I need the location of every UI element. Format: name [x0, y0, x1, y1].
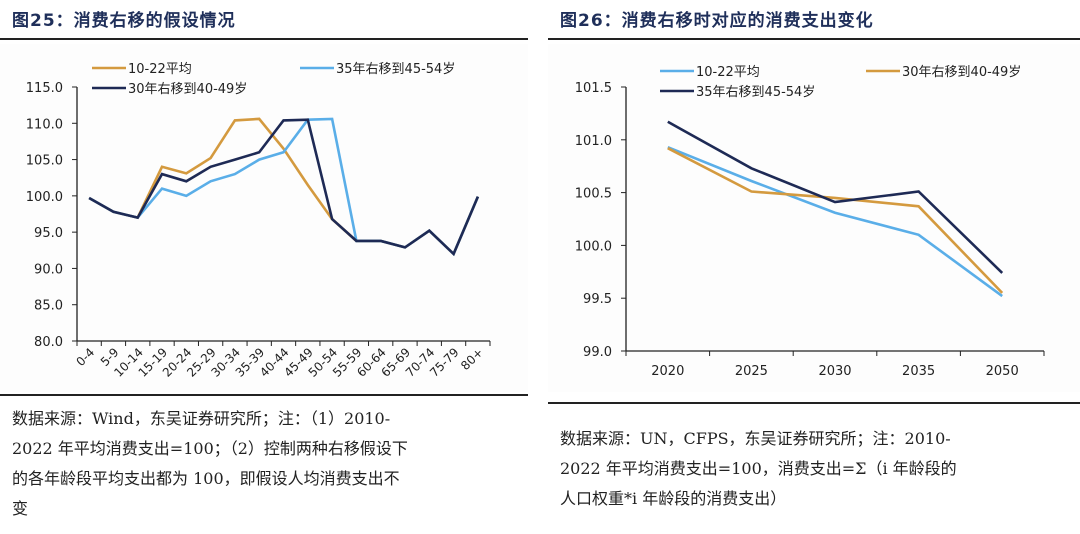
note-line: 人口权重*i 年龄段的消费支出）	[560, 489, 787, 508]
y-tick-label: 110.0	[26, 117, 63, 132]
legend-label: 10-22平均	[696, 65, 760, 80]
x-tick-label: 2020	[651, 364, 684, 379]
chart-26-area: 99.0 99.5 100.0 100.5 101.0 101.5 2020 2025 2030…	[548, 44, 1080, 392]
series-line	[88, 117, 480, 257]
x-tick-label: 2035	[902, 364, 935, 379]
series-line	[667, 147, 1004, 294]
y-tick-label: 95.0	[34, 226, 63, 241]
series-line	[88, 117, 480, 257]
title-rule	[548, 38, 1080, 40]
figure-26-note: 数据来源：UN，CFPS，东吴证券研究所；注：2010- 2022 年平均消费支…	[560, 424, 957, 514]
series-line	[667, 120, 1004, 274]
source-rule	[0, 394, 528, 396]
legend-label: 10-22平均	[128, 62, 192, 77]
y-tick-label: 99.0	[583, 345, 612, 360]
title-rule	[0, 38, 528, 40]
series-line	[667, 145, 1003, 298]
y-tick-label: 101.0	[575, 134, 612, 149]
x-tick-label: 2030	[818, 364, 851, 379]
series-line	[88, 118, 480, 257]
y-tick-label: 115.0	[26, 81, 63, 96]
figure-25-note: 数据来源：Wind，东吴证券研究所；注：（1）2010- 2022 年平均消费支…	[12, 404, 408, 524]
x-tick-label: 0-4	[74, 345, 98, 369]
figure-25-panel: 图25：消费右移的假设情况 80.0 85.0 90.0 95.0 100.0 105.0…	[0, 0, 528, 534]
figure-25-title: 图25：消费右移的假设情况	[12, 11, 236, 31]
x-tick-label: 2025	[735, 364, 768, 379]
note-line: 的各年龄段平均支出都为 100，即假设人均消费支出不	[12, 469, 400, 488]
note-line: 变	[12, 499, 29, 518]
figure-26-panel: 图26：消费右移时对应的消费支出变化 99.0 99.5 100.0 100.5 101…	[548, 0, 1080, 534]
chart-26-svg: 99.0 99.5 100.0 100.5 101.0 101.5 2020 2025 2030…	[575, 65, 1045, 379]
y-tick-label: 100.0	[575, 239, 612, 254]
note-line: 数据来源：Wind，东吴证券研究所；注：（1）2010-	[12, 409, 391, 428]
y-tick-label: 100.0	[26, 190, 63, 205]
y-tick-label: 85.0	[34, 299, 63, 314]
chart-25-area: 80.0 85.0 90.0 95.0 100.0 105.0 110.0 115.0 0-4 5…	[0, 44, 528, 392]
legend-label: 30年右移到40-49岁	[128, 82, 247, 97]
legend-label: 30年右移到40-49岁	[902, 65, 1021, 80]
note-line: 2022 年平均消费支出=100；（2）控制两种右移假设下	[12, 439, 408, 458]
note-line: 数据来源：UN，CFPS，东吴证券研究所；注：2010-	[560, 429, 951, 448]
legend-label: 35年右移到45-54岁	[696, 85, 815, 100]
y-tick-label: 99.5	[583, 292, 612, 307]
note-line: 2022 年平均消费支出=100，消费支出=Σ（i 年龄段的	[560, 459, 957, 478]
y-tick-label: 105.0	[26, 154, 63, 169]
legend-label: 35年右移到45-54岁	[336, 62, 455, 77]
y-tick-label: 101.5	[575, 81, 612, 96]
x-tick-label: 2050	[986, 364, 1019, 379]
y-tick-label: 80.0	[34, 335, 63, 350]
figure-26-title: 图26：消费右移时对应的消费支出变化	[560, 11, 874, 31]
y-tick-label: 100.5	[575, 187, 612, 202]
y-tick-label: 90.0	[34, 262, 63, 277]
x-tick-label: 80+	[458, 345, 486, 373]
source-rule	[548, 402, 1080, 404]
